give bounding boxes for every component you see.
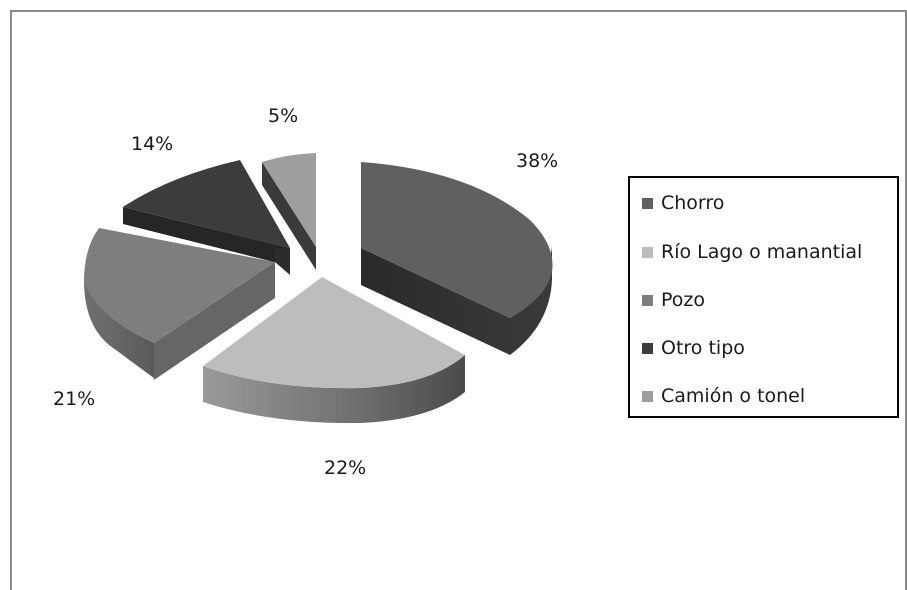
pie-slice-chorro — [361, 162, 553, 355]
pct-label-pozo: 21% — [53, 388, 95, 410]
legend-swatch-chorro — [642, 197, 653, 209]
pie-slice-camion-o-tonel — [262, 153, 316, 270]
legend-swatch-pozo — [642, 294, 653, 306]
legend-label-camion-o-tonel: Camión o tonel — [661, 385, 806, 407]
pct-label-rio-lago-o-manantial: 22% — [324, 457, 366, 479]
legend-item-pozo: Pozo — [642, 287, 705, 313]
legend-swatch-otro-tipo — [642, 342, 653, 354]
legend-label-chorro: Chorro — [661, 192, 725, 214]
pie-slice-otro-tipo — [123, 160, 290, 275]
pie-slice-rio-lago-o-manantial-side — [203, 355, 465, 424]
pie-slice-pozo — [84, 228, 275, 380]
pie-slice-rio-lago-o-manantial-top — [203, 277, 465, 389]
pie-slice-camion-o-tonel-wall — [262, 162, 316, 270]
legend-label-pozo: Pozo — [661, 289, 706, 311]
pct-label-otro-tipo: 14% — [131, 133, 173, 155]
legend-swatch-camion-o-tonel — [642, 390, 653, 402]
pie-slice-camion-o-tonel-top — [262, 153, 316, 247]
pie-slice-otro-tipo-top — [123, 160, 290, 248]
legend-item-chorro: Chorro — [642, 190, 724, 216]
pct-label-chorro: 38% — [516, 150, 558, 172]
pie-slice-pozo-wall — [154, 262, 275, 380]
pie-slice-otro-tipo-wall — [275, 248, 290, 275]
legend-item-camion-o-tonel: Camión o tonel — [642, 383, 805, 409]
pie-slice-chorro-top — [361, 162, 553, 318]
legend-label-otro-tipo: Otro tipo — [661, 337, 745, 359]
pie-slice-chorro-side — [361, 246, 552, 355]
legend-swatch-rio-lago-o-manantial — [642, 246, 653, 258]
pie-slice-pozo-top — [84, 228, 275, 343]
legend: Chorro Río Lago o manantial Pozo Otro ti… — [628, 176, 899, 418]
pct-label-camion-o-tonel: 5% — [268, 105, 298, 127]
pie-slice-otro-tipo-side — [123, 207, 290, 266]
legend-label-rio-lago-o-manantial: Río Lago o manantial — [661, 241, 863, 263]
legend-item-otro-tipo: Otro tipo — [642, 335, 745, 361]
legend-item-rio-lago-o-manantial: Río Lago o manantial — [642, 239, 862, 265]
pie-slice-rio-lago-o-manantial — [203, 277, 465, 424]
